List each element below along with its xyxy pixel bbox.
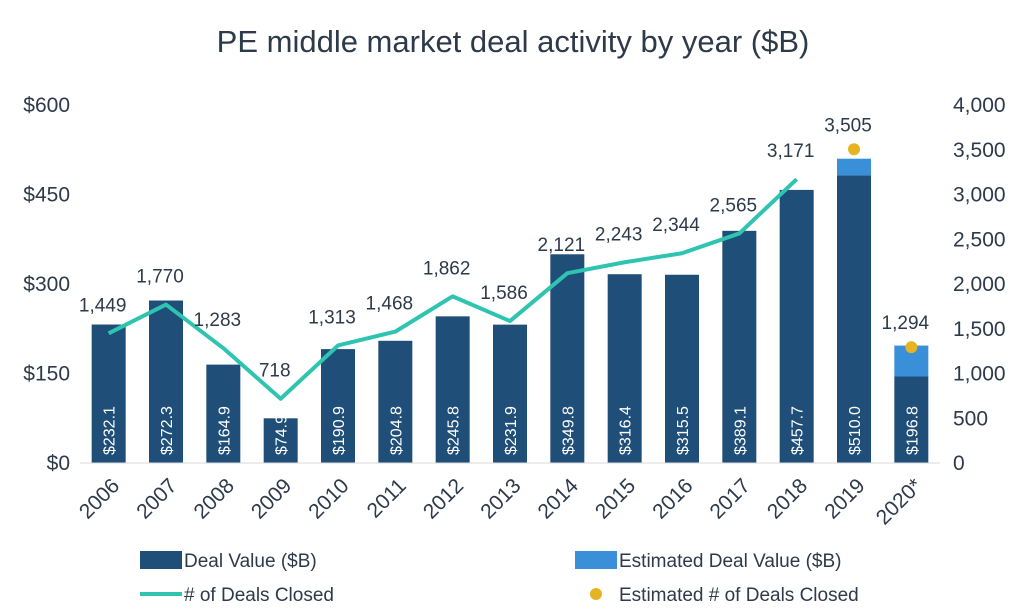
x-tick-label: 2015 xyxy=(591,474,640,523)
bar-estimated-deal-value xyxy=(837,158,871,176)
bar-deal-value xyxy=(435,316,470,463)
bar-value-label: $457.7 xyxy=(790,406,807,455)
bar-value-label: $316.4 xyxy=(618,406,635,455)
x-tick-label: 2014 xyxy=(534,474,584,524)
bar-deal-value xyxy=(894,376,929,463)
deals-count-label: 1,770 xyxy=(136,267,184,288)
right-tick-label: 3,500 xyxy=(953,139,1006,162)
bar-value-label: $196.8 xyxy=(904,406,921,455)
x-tick-label: 2010 xyxy=(304,474,353,523)
left-tick-label: $600 xyxy=(23,94,70,117)
deals-count-label: 1,468 xyxy=(366,294,414,315)
right-tick-label: 0 xyxy=(953,452,965,475)
right-tick-label: 4,000 xyxy=(953,94,1006,117)
x-axis: 2006 2007 2008 2009 2010 2011 2012 2013 2014 2015… xyxy=(75,462,940,529)
x-tick-label: 2020* xyxy=(872,474,927,529)
bar-value-label: $349.8 xyxy=(560,406,577,455)
bar-value-label: $389.1 xyxy=(732,406,749,455)
bar-value-label: $231.9 xyxy=(503,406,520,455)
x-tick-label: 2019 xyxy=(820,474,869,523)
x-tick-label: 2017 xyxy=(706,474,755,523)
x-tick-label: 2013 xyxy=(476,474,525,523)
deals-count-label: 3,171 xyxy=(767,141,815,162)
bar-value-label: $272.3 xyxy=(159,406,176,455)
deals-count-label: 2,121 xyxy=(538,235,586,256)
deals-count-label: 1,862 xyxy=(423,258,471,279)
bar-deal-value xyxy=(263,418,298,463)
right-tick-label: 2,000 xyxy=(953,273,1006,296)
left-tick-label: $0 xyxy=(47,452,70,475)
x-tick-label: 2009 xyxy=(247,474,296,523)
left-tick-label: $150 xyxy=(23,363,70,386)
x-tick-label: 2018 xyxy=(763,474,812,523)
estimated-deals-dots xyxy=(848,143,918,354)
chart-title: PE middle market deal activity by year (… xyxy=(217,24,810,59)
legend-swatch xyxy=(590,588,602,600)
legend: Deal Value ($B) Estimated Deal Value ($B)… xyxy=(140,551,859,606)
deals-line-path xyxy=(107,177,799,401)
bar-deal-value xyxy=(206,364,241,463)
deals-count-label: 2,344 xyxy=(652,215,700,236)
x-tick-label: 2016 xyxy=(648,474,697,523)
deals-count-label: 718 xyxy=(259,361,291,382)
bar-value-label: $315.5 xyxy=(675,406,692,455)
bar-deal-value xyxy=(837,175,871,463)
x-tick-label: 2008 xyxy=(190,474,239,523)
bar-value-label: $232.1 xyxy=(102,406,119,455)
right-tick-label: 2,500 xyxy=(953,228,1006,251)
deals-line: 1,449 1,770 1,283 718 1,313 1,468 1,862 1,586 2,… xyxy=(79,115,930,401)
bar-deal-value xyxy=(91,324,126,463)
bar-deal-value xyxy=(493,324,527,463)
bar-value-label: $74.9 xyxy=(274,415,291,455)
bar-deal-value xyxy=(378,340,413,463)
bar-deal-value xyxy=(665,274,699,463)
deals-count-label: 2,565 xyxy=(710,195,758,216)
bar-deal-value xyxy=(779,189,814,463)
bar-value-label: $204.8 xyxy=(388,406,405,455)
bar-value-label: $164.9 xyxy=(216,406,233,455)
bar-deal-value xyxy=(607,274,642,463)
deals-count-label: 1,313 xyxy=(308,307,356,328)
bars: $232.1 $272.3 $164.9 $74.9 $190.9 $204.8 $245.… xyxy=(91,158,929,463)
deals-count-label: 3,505 xyxy=(824,115,872,136)
deals-count-label: 1,586 xyxy=(480,283,528,304)
left-axis: $0 $150 $300 $450 $600 xyxy=(23,94,70,475)
right-tick-label: 3,000 xyxy=(953,184,1006,207)
deals-count-label: 1,283 xyxy=(194,310,242,331)
x-tick-label: 2011 xyxy=(363,474,411,522)
right-axis: 0 500 1,000 1,500 2,000 2,500 3,000 3,500 4,000 xyxy=(953,94,1006,475)
estimated-deals-dot xyxy=(905,341,918,354)
bar-deal-value xyxy=(321,349,355,463)
right-tick-label: 1,000 xyxy=(953,363,1006,386)
legend-label: Estimated Deal Value ($B) xyxy=(619,551,841,572)
left-tick-label: $300 xyxy=(23,273,70,296)
deals-count-label: 2,243 xyxy=(595,224,643,245)
bar-deal-value xyxy=(722,230,757,463)
x-tick-label: 2012 xyxy=(419,474,468,523)
legend-swatch xyxy=(140,551,182,569)
estimated-deals-dot xyxy=(848,143,860,156)
legend-label: Deal Value ($B) xyxy=(184,551,317,572)
deals-count-label: 1,294 xyxy=(882,313,930,334)
bar-value-label: $245.8 xyxy=(446,406,463,455)
legend-label: Estimated # of Deals Closed xyxy=(619,585,859,606)
bar-value-label: $190.9 xyxy=(331,406,348,455)
legend-swatch xyxy=(575,551,617,569)
bar-deal-value xyxy=(149,300,183,463)
deals-count-label: 1,449 xyxy=(79,295,127,316)
legend-label: # of Deals Closed xyxy=(184,585,334,606)
left-tick-label: $450 xyxy=(23,184,70,207)
right-tick-label: 1,500 xyxy=(953,318,1006,341)
bar-deal-value xyxy=(550,254,585,463)
right-tick-label: 500 xyxy=(953,407,988,430)
bar-value-label: $510.0 xyxy=(847,406,864,455)
x-tick-label: 2007 xyxy=(132,474,181,523)
x-tick-label: 2006 xyxy=(75,474,124,523)
